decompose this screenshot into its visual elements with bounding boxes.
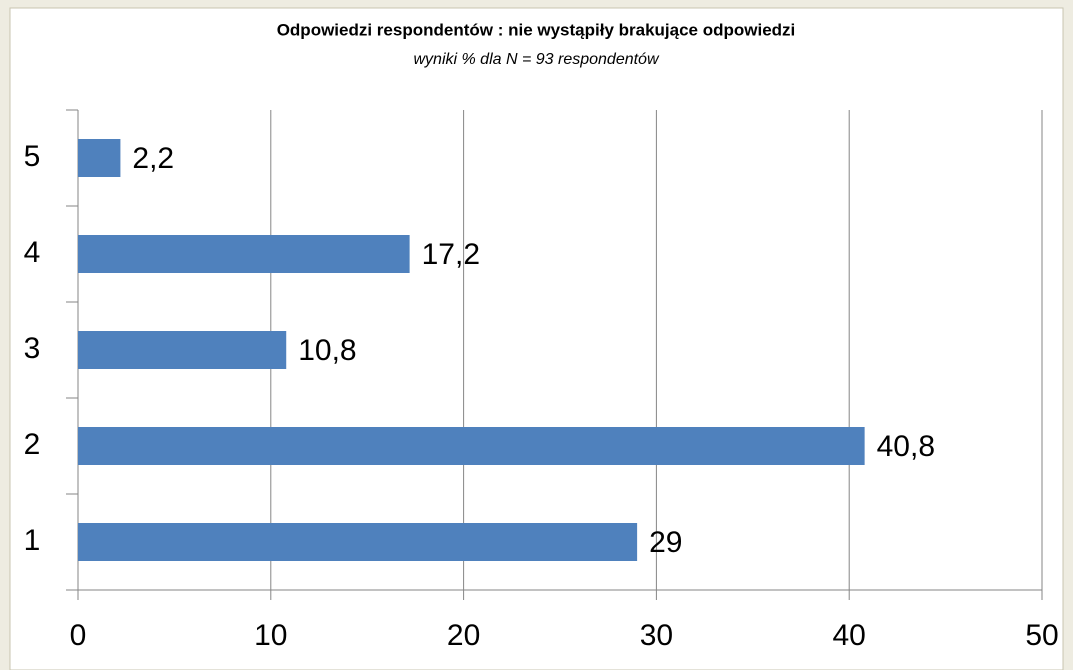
bar bbox=[78, 139, 121, 177]
value-label: 29 bbox=[649, 526, 682, 559]
x-tick-label: 30 bbox=[640, 619, 673, 652]
y-tick-label: 2 bbox=[24, 428, 41, 461]
value-label: 10,8 bbox=[298, 334, 356, 367]
x-tick-label: 50 bbox=[1025, 619, 1058, 652]
bar bbox=[78, 235, 410, 273]
value-label: 17,2 bbox=[422, 238, 480, 271]
bar bbox=[78, 523, 638, 561]
y-tick-label: 4 bbox=[24, 236, 41, 269]
value-label: 2,2 bbox=[132, 142, 174, 175]
value-label: 40,8 bbox=[877, 430, 935, 463]
chart-title: Odpowiedzi respondentów : nie wystąpiły … bbox=[277, 20, 796, 39]
y-tick-label: 1 bbox=[24, 524, 41, 557]
x-tick-label: 40 bbox=[833, 619, 866, 652]
bar bbox=[78, 331, 287, 369]
y-tick-label: 3 bbox=[24, 332, 41, 365]
chart-subtitle: wyniki % dla N = 93 respondentów bbox=[413, 51, 659, 68]
x-tick-label: 0 bbox=[70, 619, 87, 652]
x-tick-label: 10 bbox=[254, 619, 287, 652]
bar bbox=[78, 427, 865, 465]
y-tick-label: 5 bbox=[24, 140, 41, 173]
x-tick-label: 20 bbox=[447, 619, 480, 652]
